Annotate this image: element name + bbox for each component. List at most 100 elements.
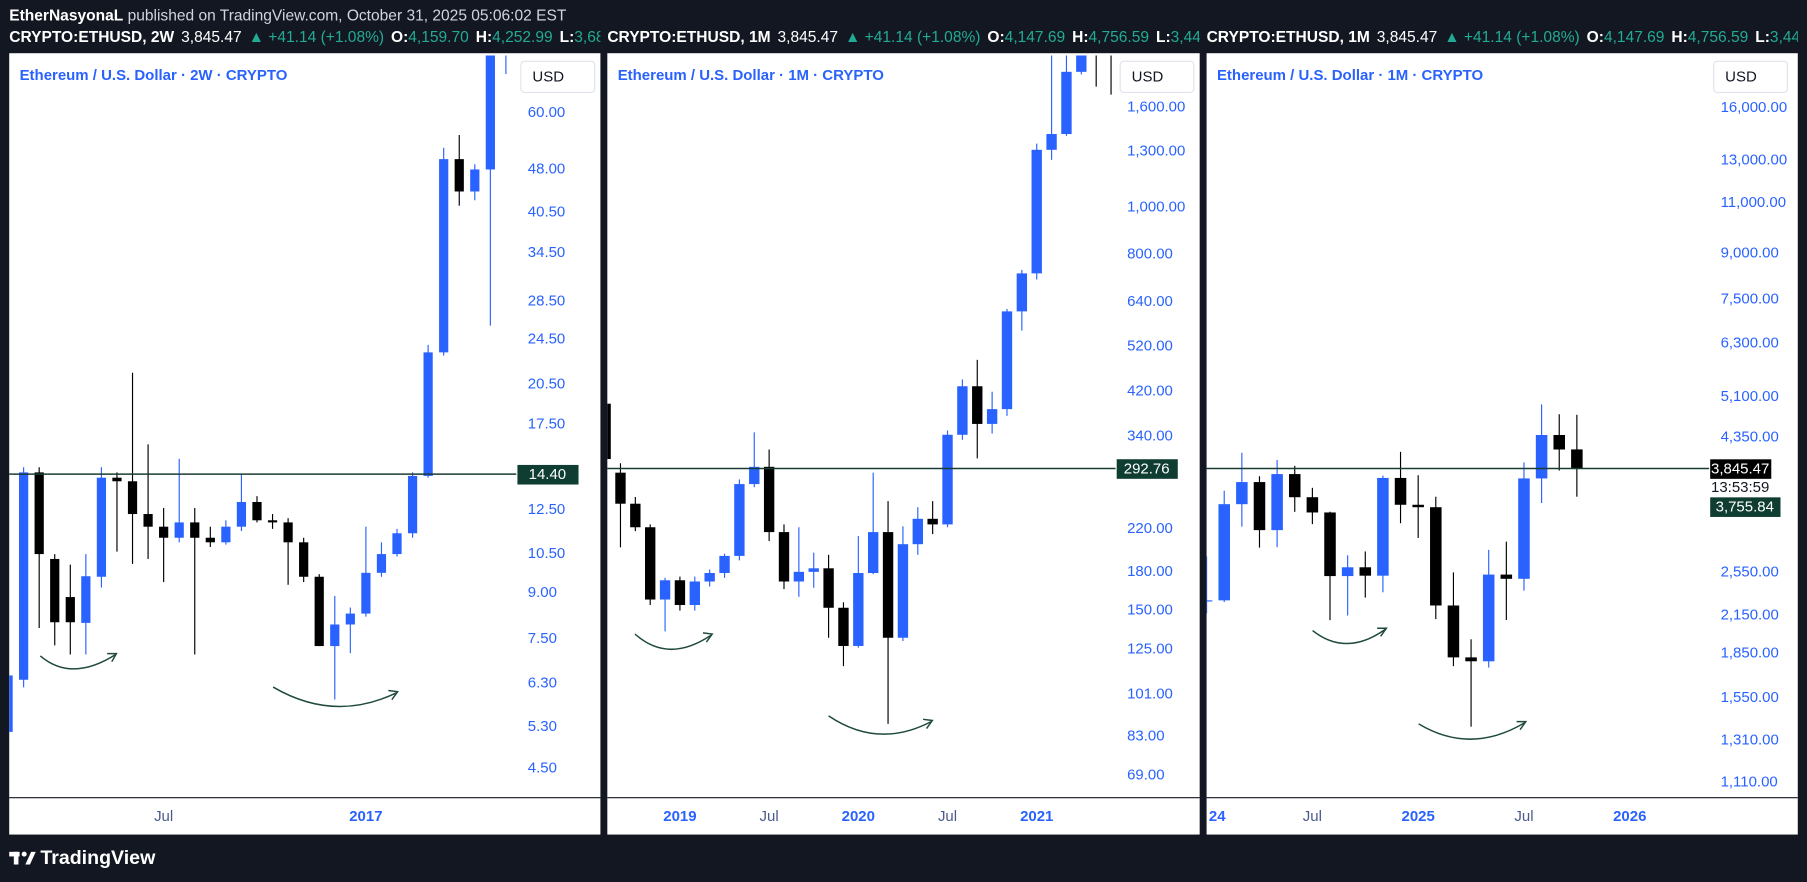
y-tick-label: 520.00 — [1127, 337, 1173, 354]
candle-body — [407, 475, 418, 534]
candle-body — [763, 466, 775, 533]
candle-body — [143, 514, 153, 527]
candle-body — [1571, 449, 1583, 469]
panel-bg — [607, 53, 1200, 835]
candle-body — [439, 159, 449, 353]
price-label-bg — [1116, 459, 1178, 479]
change: ▲ +41.14 (+1.08%) — [249, 29, 385, 46]
candle-body — [1306, 497, 1319, 513]
candle-body — [96, 477, 107, 577]
publish-line: EtherNasyonaL published on TradingView.c… — [9, 7, 567, 24]
symbol-legend: CRYPTO:ETHUSD, 2W 3,845.47 ▲ +41.14 (+1.08… — [9, 29, 604, 46]
candle-body — [1447, 605, 1460, 658]
candle-body — [659, 580, 671, 600]
arrow — [1418, 722, 1526, 740]
y-tick-label: 800.00 — [1127, 246, 1173, 263]
candle-body — [1218, 504, 1230, 601]
candle-body — [1271, 474, 1283, 531]
candle-body — [423, 352, 433, 476]
y-tick-label: 6.30 — [528, 674, 557, 691]
ohlc-key: L: — [1156, 29, 1171, 46]
y-tick-label: 12.50 — [528, 501, 565, 518]
currency: USD — [532, 68, 564, 85]
candle-body — [1377, 477, 1389, 576]
ohlc-value: 4,252.99 — [492, 29, 553, 46]
chart-title: Ethereum / U.S. Dollar · 1M · CRYPTO — [618, 67, 885, 84]
candle-body — [1430, 507, 1442, 606]
y-tick-label: 11,000.00 — [1721, 194, 1786, 211]
candle-body — [1236, 482, 1248, 505]
y-tick-label: 40.50 — [528, 203, 565, 220]
candle-body — [252, 501, 262, 521]
ohlc-key: L: — [1755, 29, 1770, 46]
price-label-bg — [517, 464, 579, 485]
y-tick-label: 150.00 — [1127, 602, 1173, 619]
y-tick-label: 48.00 — [528, 160, 565, 177]
chart-panel: CRYPTO:ETHUSD, 2W 3,845.47 ▲ +41.14 (+1.08… — [9, 29, 604, 835]
candle-body — [127, 481, 138, 515]
price-label-bg — [1710, 459, 1772, 479]
y-tick-label: 4,350.00 — [1721, 428, 1779, 445]
price-label: 292.76 — [1124, 461, 1170, 478]
panels: CRYPTO:ETHUSD, 2W 3,845.47 ▲ +41.14 (+1.08… — [9, 29, 1801, 835]
candle-body — [1341, 567, 1354, 577]
candle-body — [1001, 311, 1013, 410]
arrow — [272, 686, 397, 708]
y-tick-label: 1,550.00 — [1721, 689, 1779, 706]
candle-body — [734, 484, 745, 556]
candle-body — [1412, 504, 1424, 508]
chart-panel: CRYPTO:ETHUSD, 1M 3,845.47 ▲ +41.14 (+1.08… — [607, 29, 1202, 835]
brand: TradingView — [40, 847, 156, 869]
candle-body — [674, 580, 686, 605]
candle-body — [1288, 474, 1301, 498]
y-tick-label: 340.00 — [1127, 428, 1173, 445]
arrow — [1312, 628, 1386, 645]
candle-body — [470, 169, 480, 192]
price-label: 3,845.47 — [1711, 461, 1769, 478]
marker-label: 3,755.84 — [1716, 499, 1774, 516]
change: ▲ +41.14 (+1.08%) — [1444, 29, 1580, 46]
y-tick-label: 17.50 — [528, 416, 565, 433]
candle-body — [1324, 512, 1336, 577]
candle-body — [615, 472, 626, 504]
candle-body — [1482, 574, 1495, 662]
candle-body — [267, 520, 278, 523]
price-label: 14.40 — [529, 466, 566, 483]
candle-body — [330, 624, 340, 647]
candle-body — [927, 518, 938, 525]
candle-body — [81, 576, 91, 623]
y-tick-label: 5,100.00 — [1721, 388, 1779, 405]
y-tick-label: 9,000.00 — [1721, 245, 1779, 262]
candle-body — [912, 518, 923, 545]
panel-bg — [9, 53, 601, 835]
candle-body — [607, 403, 611, 460]
y-tick-label: 420.00 — [1127, 383, 1173, 400]
candle-body — [986, 409, 998, 424]
y-tick-label: 1,300.00 — [1127, 143, 1185, 160]
candle-body — [719, 555, 730, 574]
y-tick-label: 28.50 — [528, 292, 565, 309]
currency-button — [1119, 60, 1195, 93]
ohlc-value: 4,756.59 — [1089, 29, 1150, 46]
candle-body — [838, 607, 849, 646]
y-tick-label: 4.50 — [528, 759, 557, 776]
candle-body — [9, 675, 13, 732]
ohlc-value: 3,44 — [1171, 29, 1202, 46]
y-tick-label: 10.50 — [528, 545, 565, 562]
arrow-head — [922, 718, 934, 729]
candle-body — [299, 542, 309, 577]
candle-body — [65, 597, 75, 623]
ohlc-value: 3,68 — [574, 29, 604, 46]
candle-body — [236, 501, 247, 527]
candle-body — [778, 532, 790, 582]
symbol-legend: CRYPTO:ETHUSD, 1M 3,845.47 ▲ +41.14 (+1.08… — [1207, 29, 1801, 46]
candle-body — [630, 503, 641, 528]
candle-body — [1394, 477, 1407, 505]
candle-body — [1518, 478, 1530, 579]
y-tick-label: 1,600.00 — [1127, 98, 1185, 115]
y-tick-label: 125.00 — [1127, 640, 1173, 657]
x-tick-label: 24 — [1209, 808, 1226, 825]
candle-body — [853, 573, 864, 646]
arrow-head — [107, 652, 118, 663]
plot — [607, 55, 1112, 724]
